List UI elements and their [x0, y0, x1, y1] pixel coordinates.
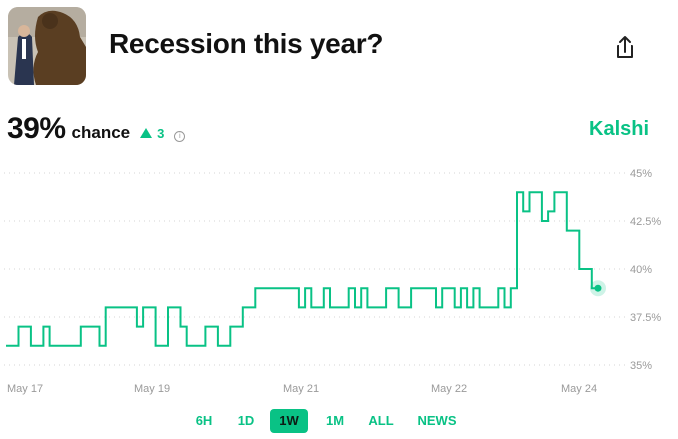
share-button[interactable]	[610, 32, 640, 62]
probability-change: 3	[140, 126, 164, 141]
y-tick-label: 40%	[630, 264, 652, 276]
brand-logo: Kalshi	[589, 118, 650, 140]
x-tick-label: May 19	[134, 383, 170, 395]
info-icon[interactable]: i	[174, 131, 186, 142]
x-tick-label: May 17	[7, 383, 43, 395]
y-tick-label: 45%	[630, 168, 652, 180]
probability-change-value: 3	[157, 125, 165, 141]
share-icon	[617, 36, 633, 58]
market-title: Recession this year?	[109, 28, 384, 59]
x-tick-label: May 22	[431, 383, 467, 395]
up-triangle-icon	[140, 128, 153, 138]
tab-1m[interactable]: 1M	[325, 413, 345, 428]
y-tick-label: 42.5%	[630, 216, 661, 228]
tab-1d[interactable]: 1D	[237, 413, 255, 428]
market-thumbnail	[8, 7, 86, 85]
end-point	[594, 284, 602, 292]
x-tick-label: May 24	[561, 383, 597, 395]
tab-6h[interactable]: 6H	[195, 413, 213, 428]
y-tick-label: 37.5%	[630, 312, 661, 324]
probability-label: chance	[71, 123, 131, 142]
probability-chart: 45% 42.5% 40% 37.5% 35% May 17 May 19 May 21 May…	[4, 168, 661, 395]
y-tick-label: 35%	[630, 360, 652, 372]
series-line	[6, 191, 598, 347]
timeframe-tabs: 6H 1D 1W 1M ALL NEWS	[0, 409, 678, 433]
probability-value: 39%	[7, 112, 66, 145]
tab-news[interactable]: NEWS	[417, 413, 457, 428]
probability-row: 39% chance 3 i	[7, 112, 186, 146]
tab-all[interactable]: ALL	[368, 413, 394, 428]
x-tick-label: May 21	[283, 383, 319, 395]
tab-1w[interactable]: 1W	[270, 409, 308, 433]
